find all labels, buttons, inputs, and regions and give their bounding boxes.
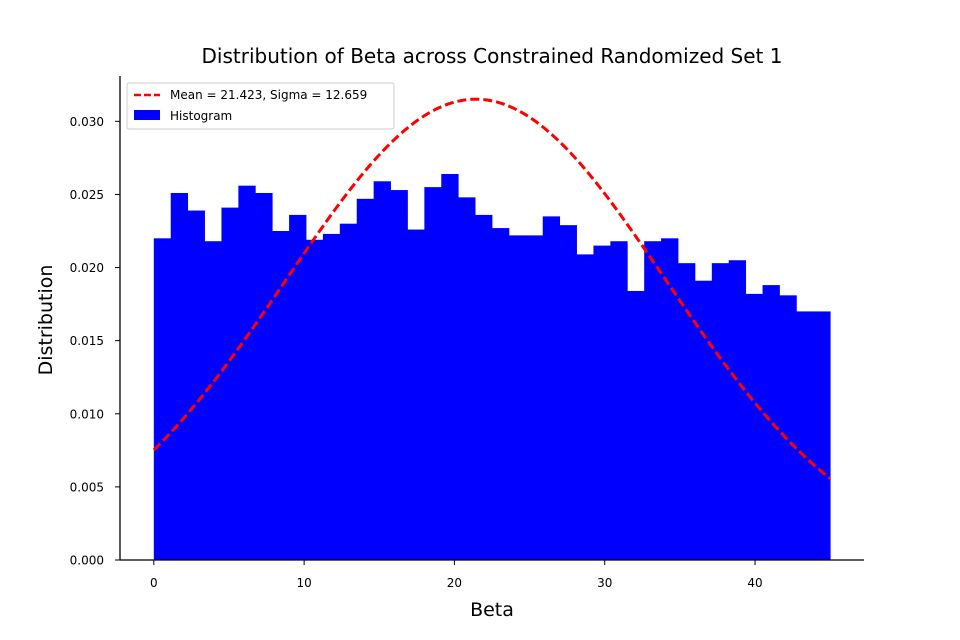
histogram-bar — [356, 198, 375, 560]
y-tick-label: 0.015 — [70, 334, 104, 348]
y-tick-label: 0.005 — [70, 480, 104, 494]
histogram-bar — [221, 207, 239, 561]
histogram-bar — [694, 280, 713, 560]
x-tick-label: 20 — [447, 576, 462, 590]
histogram-bar — [711, 263, 730, 560]
histogram-bar — [306, 239, 324, 560]
x-ticks: 0 10 20 30 40 — [150, 560, 763, 590]
histogram-bar — [339, 223, 358, 561]
x-tick-label: 0 — [150, 576, 158, 590]
y-tick-label: 0.020 — [70, 261, 104, 275]
y-axis-label: Distribution — [35, 265, 57, 376]
histogram-bar — [576, 254, 594, 560]
normal-fit-curve — [152, 97, 832, 480]
histogram-bar — [289, 214, 307, 560]
histogram-bar — [441, 173, 459, 560]
histogram-bar — [644, 241, 662, 560]
histogram-bar — [153, 238, 172, 560]
legend-bar-swatch — [134, 110, 160, 120]
x-tick-label: 10 — [296, 576, 311, 590]
histogram-bar — [407, 229, 425, 561]
histogram-bar — [322, 233, 341, 560]
histogram-bar — [272, 230, 290, 560]
histogram-bar — [187, 210, 205, 560]
histogram-bar — [779, 295, 797, 560]
y-ticks: 0.000 0.005 0.010 0.015 0.020 0.025 0.030 — [70, 115, 120, 568]
histogram-bars — [153, 173, 831, 561]
histogram-bar — [525, 235, 544, 561]
histogram-bar — [170, 192, 189, 560]
histogram-bar — [661, 238, 679, 560]
histogram-bar — [542, 216, 561, 560]
histogram-bar — [373, 181, 391, 561]
histogram-bar — [492, 228, 510, 560]
histogram-bar — [559, 225, 577, 560]
histogram-bar — [627, 290, 645, 560]
histogram-bar — [475, 214, 493, 560]
histogram-bar — [745, 293, 763, 560]
legend-label-fit: Mean = 21.423, Sigma = 12.659 — [170, 88, 367, 102]
histogram-bar — [255, 192, 273, 560]
histogram-bar — [424, 187, 442, 560]
y-tick-label: 0.000 — [70, 554, 104, 568]
histogram-bar — [678, 263, 696, 560]
y-tick-label: 0.010 — [70, 407, 104, 421]
legend-label-histogram: Histogram — [170, 109, 232, 123]
histogram-bar — [204, 241, 222, 560]
histogram-bar — [728, 260, 747, 560]
chart-title: Distribution of Beta across Constrained … — [202, 44, 783, 68]
legend: Mean = 21.423, Sigma = 12.659 Histogram — [126, 82, 395, 130]
histogram-bar — [813, 311, 831, 560]
x-tick-label: 30 — [597, 576, 612, 590]
histogram-bar — [796, 311, 814, 560]
y-tick-label: 0.025 — [70, 188, 104, 202]
histogram-bar — [610, 241, 628, 560]
y-tick-label: 0.030 — [70, 115, 104, 129]
histogram-bar — [458, 197, 476, 561]
x-axis-label: Beta — [470, 599, 514, 621]
histogram-bar — [508, 235, 527, 561]
histogram-bar — [390, 190, 408, 560]
x-tick-label: 40 — [747, 576, 762, 590]
legend-box — [126, 82, 395, 130]
histogram-bar — [238, 185, 256, 561]
histogram-bar — [762, 285, 780, 560]
histogram-bar — [593, 245, 611, 561]
